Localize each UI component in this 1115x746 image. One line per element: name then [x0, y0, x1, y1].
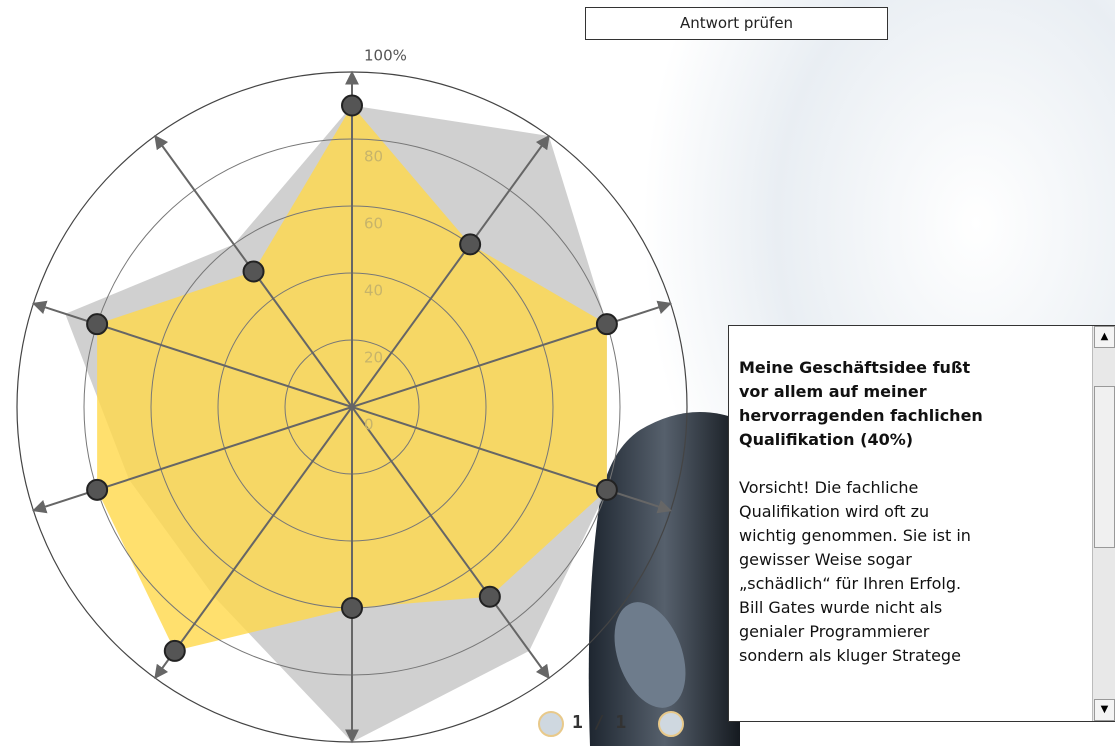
value-dot	[597, 480, 617, 500]
panel-title-line: hervorragenden fachlichen	[739, 404, 1079, 428]
ring-label: 60	[364, 215, 383, 233]
panel-body-line: gewisser Weise sogar	[739, 548, 1079, 572]
value-dot	[244, 261, 264, 281]
scroll-down[interactable]: ▼	[1094, 699, 1115, 721]
value-dot	[87, 314, 107, 334]
scroll-up[interactable]: ▲	[1094, 326, 1115, 348]
panel-body-line: sondern als kluger Stratege	[739, 644, 1079, 668]
pager: 1 / 1	[572, 712, 626, 733]
value-dot	[165, 641, 185, 661]
value-dot	[342, 96, 362, 116]
panel-body-line: genialer Programmierer	[739, 620, 1079, 644]
panel-title-line: Qualifikation (40%)	[739, 428, 1079, 452]
value-dot	[480, 587, 500, 607]
panel-body-line: Vorsicht! Die fachliche	[739, 476, 1079, 500]
ring-label: 20	[364, 349, 383, 367]
value-dot	[342, 598, 362, 618]
spacer	[739, 452, 1079, 476]
ring-label: 80	[364, 148, 383, 166]
value-dot	[597, 314, 617, 334]
ring-label: 100%	[364, 47, 407, 65]
page: 0 20 40 60 80 100% Antwort prüfen Meine Gesch…	[0, 0, 1115, 746]
panel-body-line: „schädlich“ für Ihren Erfolg.	[739, 572, 1079, 596]
ring-label: 0	[364, 416, 374, 434]
panel-body-line: Qualifikation wird oft zu	[739, 500, 1079, 524]
scroll-thumb[interactable]	[1094, 386, 1115, 548]
scrollbar[interactable]: ▲ ▼	[1092, 326, 1115, 721]
panel-title-line: Meine Geschäftsidee fußt	[739, 356, 1079, 380]
value-dot	[460, 234, 480, 254]
check-answer-button[interactable]: Antwort prüfen	[585, 7, 888, 40]
ring-label: 40	[364, 282, 383, 300]
panel-body-line: wichtig genommen. Sie ist in	[739, 524, 1079, 548]
panel-body-line: Bill Gates wurde nicht als	[739, 596, 1079, 620]
panel-title-line: vor allem auf meiner	[739, 380, 1079, 404]
value-dot	[87, 480, 107, 500]
